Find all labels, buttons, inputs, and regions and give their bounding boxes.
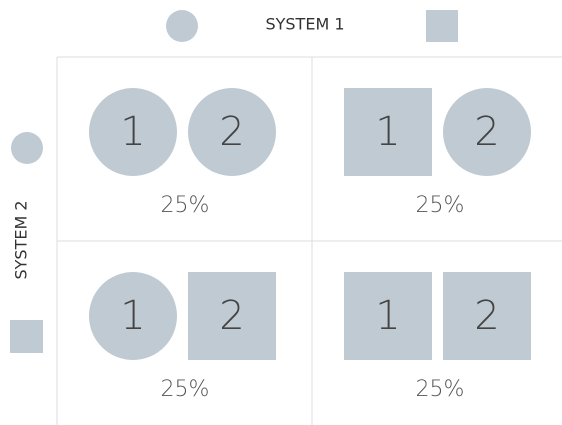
share-label: 25% — [161, 377, 210, 402]
shape-label: 1 — [375, 293, 400, 339]
shape-label: 1 — [375, 109, 400, 155]
circle-shape — [89, 88, 177, 176]
header-label: SYSTEM 1 — [265, 15, 344, 34]
legend-circle — [11, 132, 43, 164]
share-label: 25% — [416, 193, 465, 218]
shape-label: 1 — [120, 109, 145, 155]
square-shape — [188, 272, 276, 360]
shape-label: 1 — [120, 293, 145, 339]
square-shape — [443, 272, 531, 360]
square-shape — [344, 272, 432, 360]
circle-shape — [89, 272, 177, 360]
share-label: 25% — [161, 193, 210, 218]
square-shape — [344, 88, 432, 176]
shape-label: 2 — [474, 109, 499, 155]
side-label: SYSTEM 2 — [12, 200, 31, 279]
shape-label: 2 — [474, 293, 499, 339]
circle-shape — [443, 88, 531, 176]
shape-label: 2 — [219, 109, 244, 155]
legend-square — [10, 320, 43, 353]
legend-square — [426, 10, 458, 42]
share-label: 25% — [416, 377, 465, 402]
legend-circle — [166, 10, 198, 42]
shape-label: 2 — [219, 293, 244, 339]
circle-shape — [188, 88, 276, 176]
